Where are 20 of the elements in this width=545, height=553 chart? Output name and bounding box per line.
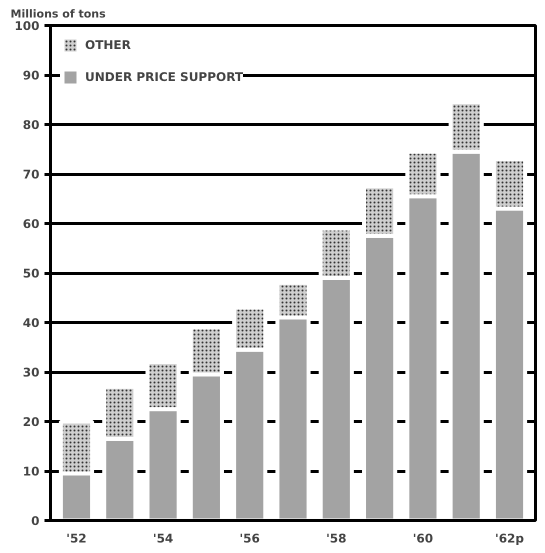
x-tick-label: '58 (326, 532, 346, 546)
y-tick-label: 90 (22, 68, 40, 82)
x-tick-label: '62p (495, 532, 524, 546)
y-tick-label: 80 (22, 118, 40, 132)
x-tick-label: '56 (240, 532, 260, 546)
y-tick-label: 60 (22, 217, 40, 231)
legend-label: OTHER (85, 38, 131, 52)
x-tick-label: '54 (152, 532, 174, 546)
legend-label: UNDER PRICE SUPPORT (85, 70, 244, 84)
x-tick-label: '52 (66, 532, 87, 546)
x-tick-label: '60 (412, 532, 434, 546)
y-tick-label: 40 (22, 316, 40, 330)
y-axis-title: Millions of tons (10, 8, 106, 20)
y-tick-label: 50 (22, 266, 40, 280)
y-tick-label: 20 (22, 415, 40, 429)
y-tick-label: 70 (22, 168, 40, 182)
y-tick-label: 0 (31, 514, 40, 528)
y-tick-label: 100 (14, 19, 40, 33)
y-tick-label: 30 (22, 366, 40, 380)
y-tick-label: 10 (22, 464, 40, 478)
